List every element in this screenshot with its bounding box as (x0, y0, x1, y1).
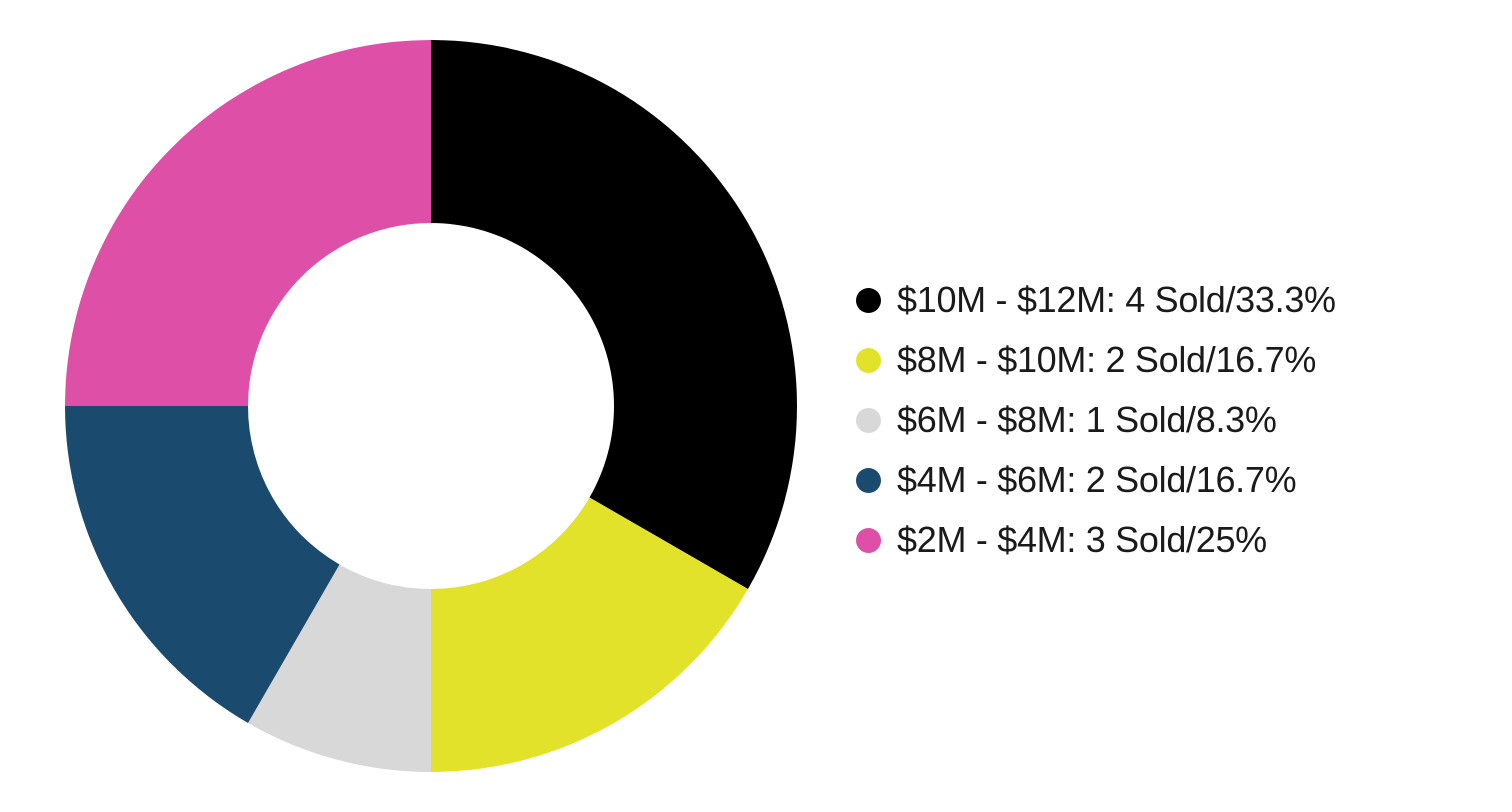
donut-slice (65, 40, 431, 406)
chart-legend: $10M - $12M: 4 Sold/33.3% $8M - $10M: 2 … (856, 270, 1336, 570)
donut-slice (431, 40, 797, 589)
legend-item: $2M - $4M: 3 Sold/25% (856, 510, 1336, 570)
donut-slice (248, 564, 431, 772)
legend-label: $2M - $4M: 3 Sold/25% (897, 519, 1267, 560)
legend-item: $4M - $6M: 2 Sold/16.7% (856, 450, 1336, 510)
legend-label: $8M - $10M: 2 Sold/16.7% (897, 339, 1317, 380)
legend-item: $10M - $12M: 4 Sold/33.3% (856, 270, 1336, 330)
donut-slice (65, 406, 340, 723)
legend-label: $4M - $6M: 2 Sold/16.7% (897, 459, 1297, 500)
legend-swatch (856, 467, 881, 493)
donut-slice (431, 497, 748, 772)
legend-item: $8M - $10M: 2 Sold/16.7% (856, 330, 1336, 390)
legend-swatch (856, 347, 881, 373)
legend-swatch (856, 407, 881, 433)
legend-swatch (856, 527, 881, 553)
legend-swatch (856, 287, 881, 313)
legend-label: $10M - $12M: 4 Sold/33.3% (897, 279, 1336, 320)
legend-label: $6M - $8M: 1 Sold/8.3% (897, 399, 1277, 440)
legend-item: $6M - $8M: 1 Sold/8.3% (856, 390, 1336, 450)
